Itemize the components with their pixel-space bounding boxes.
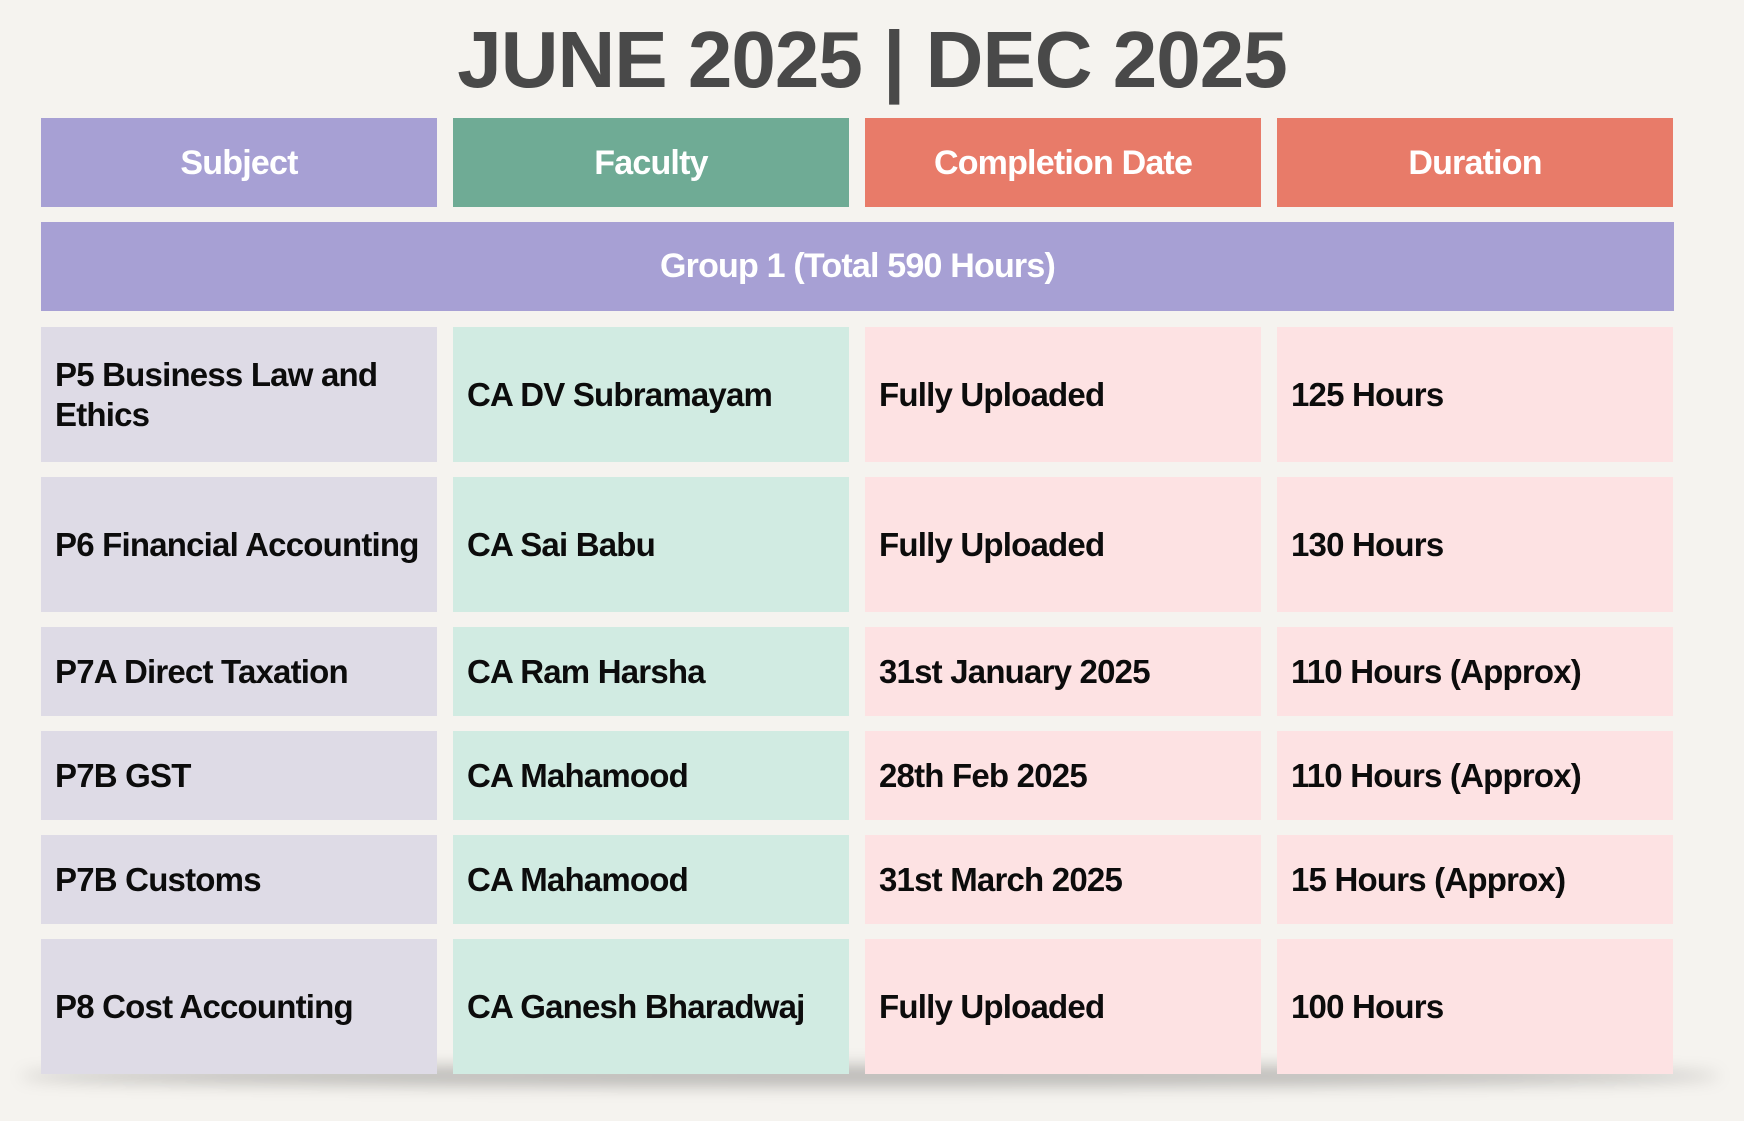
cell-subject: P8 Cost Accounting — [41, 939, 437, 1074]
cell-faculty: CA DV Subramayam — [453, 327, 849, 462]
cell-completion-date: 31st March 2025 — [865, 835, 1261, 924]
cell-completion-date: Fully Uploaded — [865, 477, 1261, 612]
cell-subject: P6 Financial Accounting — [41, 477, 437, 612]
header-faculty: Faculty — [453, 118, 849, 207]
cell-completion-date: 28th Feb 2025 — [865, 731, 1261, 820]
page-title: JUNE 2025 | DEC 2025 — [457, 15, 1288, 104]
cell-subject: P5 Business Law and Ethics — [41, 327, 437, 462]
cell-subject: P7B Customs — [41, 835, 437, 924]
group-banner: Group 1 (Total 590 Hours) — [41, 222, 1674, 311]
header-completion-date: Completion Date — [865, 118, 1261, 207]
table-row: P7B Customs CA Mahamood 31st March 2025 15 … — [41, 835, 1674, 924]
table-row: P5 Business Law and Ethics CA DV Subramay… — [41, 327, 1674, 462]
cell-faculty: CA Sai Babu — [453, 477, 849, 612]
cell-duration: 100 Hours — [1277, 939, 1673, 1074]
cell-subject: P7B GST — [41, 731, 437, 820]
table-row: P7B GST CA Mahamood 28th Feb 2025 110 Hours… — [41, 731, 1674, 820]
table-row: P7A Direct Taxation CA Ram Harsha 31st Jan… — [41, 627, 1674, 716]
cell-duration: 125 Hours — [1277, 327, 1673, 462]
cell-completion-date: 31st January 2025 — [865, 627, 1261, 716]
cell-faculty: CA Ganesh Bharadwaj — [453, 939, 849, 1074]
table-row: P6 Financial Accounting CA Sai Babu Fully … — [41, 477, 1674, 612]
cell-duration: 15 Hours (Approx) — [1277, 835, 1673, 924]
header-duration: Duration — [1277, 118, 1673, 207]
table-header: Subject Faculty Completion Date Duration — [41, 118, 1674, 207]
cell-duration: 130 Hours — [1277, 477, 1673, 612]
cell-duration: 110 Hours (Approx) — [1277, 627, 1673, 716]
cell-completion-date: Fully Uploaded — [865, 327, 1261, 462]
cell-faculty: CA Ram Harsha — [453, 627, 849, 716]
cell-faculty: CA Mahamood — [453, 835, 849, 924]
schedule-table: Subject Faculty Completion Date Duration… — [41, 118, 1674, 1089]
cell-faculty: CA Mahamood — [453, 731, 849, 820]
cell-duration: 110 Hours (Approx) — [1277, 731, 1673, 820]
cell-subject: P7A Direct Taxation — [41, 627, 437, 716]
cell-completion-date: Fully Uploaded — [865, 939, 1261, 1074]
table-row: P8 Cost Accounting CA Ganesh Bharadwaj Ful… — [41, 939, 1674, 1074]
header-subject: Subject — [41, 118, 437, 207]
